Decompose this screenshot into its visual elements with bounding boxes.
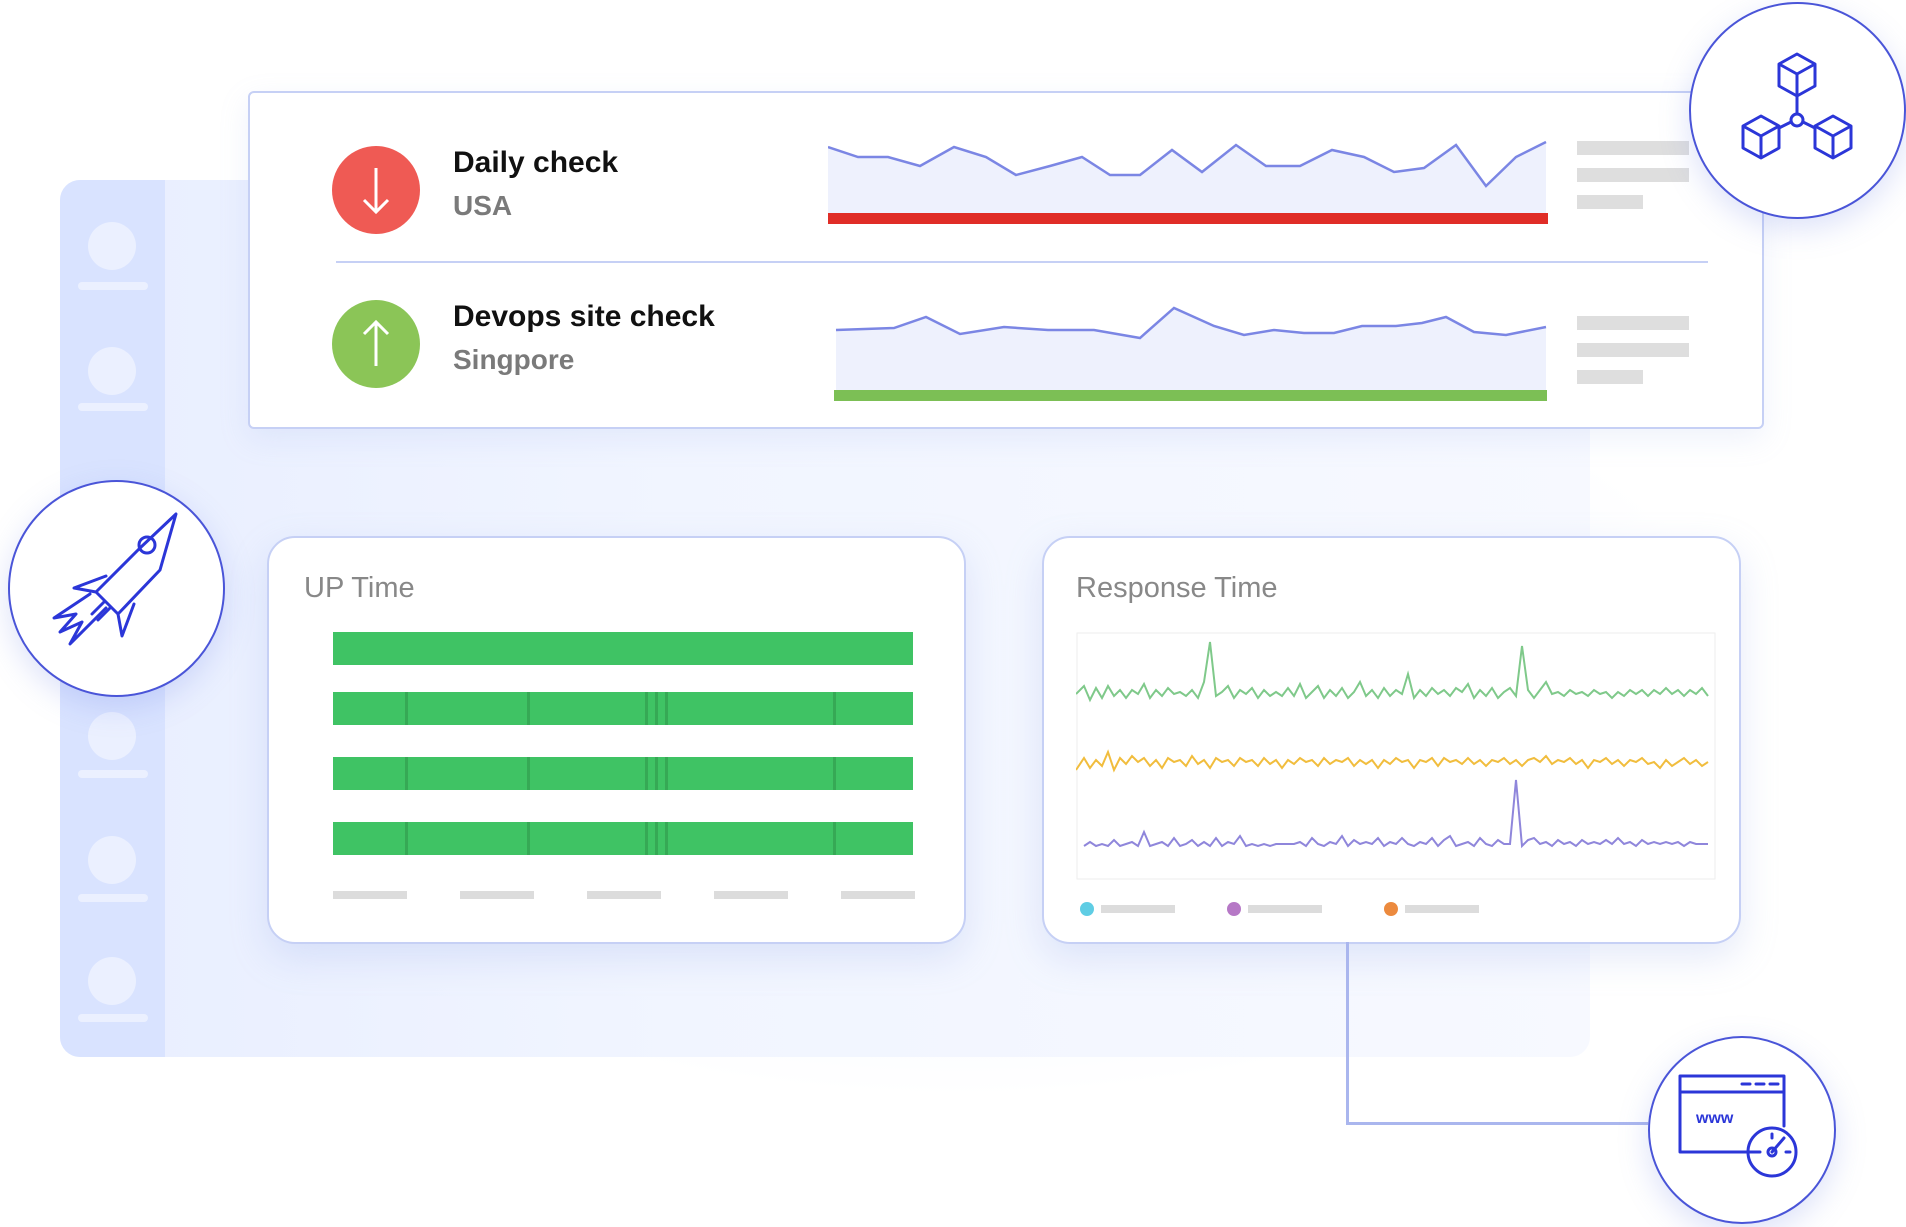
svg-text:www: www xyxy=(1695,1110,1734,1127)
uptime-incident-tick xyxy=(655,757,658,790)
connector-line xyxy=(1346,1122,1648,1125)
legend-label-placeholder xyxy=(1248,905,1322,913)
status-up-badge xyxy=(332,300,420,388)
uptime-incident-tick xyxy=(527,822,530,855)
uptime-incident-tick xyxy=(645,757,648,790)
uptime-incident-tick xyxy=(833,692,836,725)
meta-placeholder xyxy=(1577,168,1689,182)
sidebar-avatar[interactable] xyxy=(88,222,136,270)
uptime-incident-tick xyxy=(645,692,648,725)
check-location: USA xyxy=(453,190,513,221)
meta-placeholder xyxy=(1577,370,1643,384)
check-name[interactable]: Daily check xyxy=(453,146,619,179)
network-cubes-badge[interactable] xyxy=(1689,2,1906,219)
response-series-line xyxy=(1076,749,1709,773)
legend-dot xyxy=(1384,902,1398,916)
check-location: Singpore xyxy=(453,344,575,375)
x-axis-label-placeholder xyxy=(587,891,661,899)
meta-placeholder xyxy=(1577,316,1689,330)
sidebar-avatar[interactable] xyxy=(88,712,136,760)
check-name[interactable]: Devops site check xyxy=(453,300,715,333)
website-speed-badge[interactable]: www xyxy=(1648,1036,1836,1224)
uptime-incident-tick xyxy=(655,692,658,725)
sidebar-avatar[interactable] xyxy=(88,957,136,1005)
connector-line xyxy=(1346,942,1349,1125)
meta-placeholder xyxy=(1577,141,1689,155)
uptime-card xyxy=(267,536,966,944)
uptime-bar[interactable] xyxy=(333,692,913,725)
legend-label-placeholder xyxy=(1101,905,1175,913)
sidebar-avatar[interactable] xyxy=(88,347,136,395)
rocket-badge[interactable] xyxy=(8,480,225,697)
legend-dot xyxy=(1080,902,1094,916)
response-time-title: Response Time xyxy=(1076,572,1278,604)
uptime-incident-tick xyxy=(655,822,658,855)
response-series-line xyxy=(1076,641,1709,703)
row-divider xyxy=(336,261,1708,263)
uptime-incident-tick xyxy=(665,757,668,790)
meta-placeholder xyxy=(1577,343,1689,357)
x-axis-label-placeholder xyxy=(841,891,915,899)
sidebar-label-placeholder xyxy=(78,894,148,902)
uptime-incident-tick xyxy=(405,757,408,790)
legend-dot xyxy=(1227,902,1241,916)
uptime-bar[interactable] xyxy=(333,757,913,790)
sidebar-label-placeholder xyxy=(78,282,148,290)
arrow-up-icon xyxy=(362,319,390,366)
uptime-incident-tick xyxy=(665,822,668,855)
sidebar-label-placeholder xyxy=(78,403,148,411)
response-series-line xyxy=(1083,779,1708,849)
meta-placeholder xyxy=(1577,195,1643,209)
x-axis-label-placeholder xyxy=(333,891,407,899)
uptime-bar[interactable] xyxy=(333,632,913,665)
uptime-incident-tick xyxy=(405,692,408,725)
uptime-incident-tick xyxy=(833,757,836,790)
uptime-incident-tick xyxy=(527,692,530,725)
sidebar-avatar[interactable] xyxy=(88,836,136,884)
status-down-badge xyxy=(332,146,420,234)
response-sparkline xyxy=(828,140,1548,224)
uptime-incident-tick xyxy=(645,822,648,855)
website-speed-icon: www xyxy=(1678,1074,1798,1178)
sidebar-label-placeholder xyxy=(78,770,148,778)
response-time-chart xyxy=(1076,632,1716,880)
response-sparkline xyxy=(834,306,1547,401)
x-axis-label-placeholder xyxy=(460,891,534,899)
uptime-incident-tick xyxy=(833,822,836,855)
legend-label-placeholder xyxy=(1405,905,1479,913)
uptime-incident-tick xyxy=(527,757,530,790)
sidebar-label-placeholder xyxy=(78,1014,148,1022)
x-axis-label-placeholder xyxy=(714,891,788,899)
uptime-bar[interactable] xyxy=(333,822,913,855)
uptime-incident-tick xyxy=(405,822,408,855)
rocket-icon xyxy=(52,512,178,646)
network-cubes-icon xyxy=(1741,52,1853,160)
uptime-title: UP Time xyxy=(304,572,415,604)
arrow-down-icon xyxy=(362,168,390,215)
uptime-incident-tick xyxy=(665,692,668,725)
